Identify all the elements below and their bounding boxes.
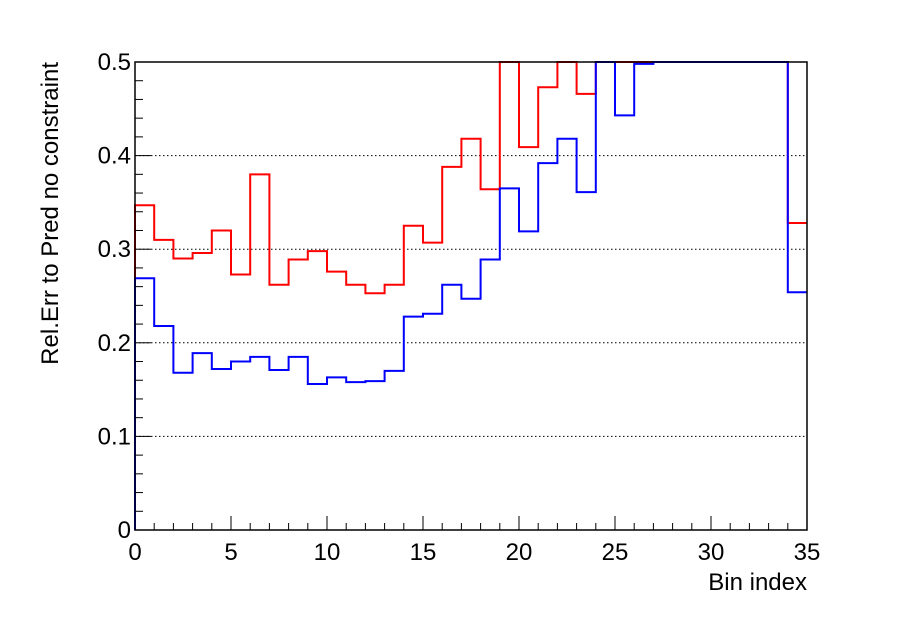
- x-tick-label: 15: [410, 539, 437, 566]
- y-axis-title: Rel.Err to Pred no constraint: [37, 62, 64, 365]
- x-tick-label: 5: [224, 539, 237, 566]
- x-tick-label: 30: [698, 539, 725, 566]
- x-tick-label: 10: [314, 539, 341, 566]
- plot-frame: [134, 61, 808, 531]
- x-tick-label: 25: [602, 539, 629, 566]
- y-tick-label: 0.3: [98, 236, 131, 263]
- y-tick-label: 0.2: [98, 330, 131, 357]
- grid: [135, 155, 807, 437]
- tick-labels: 0 5 10 15 20 25 30 35 0 0.1 0.2 0.3 0.4 0.5: [98, 49, 821, 566]
- y-tick-label: 0.1: [98, 423, 131, 450]
- y-tick-label: 0.4: [98, 143, 131, 170]
- x-tick-label: 35: [794, 539, 821, 566]
- y-tick-label: 0.5: [98, 49, 131, 76]
- x-tick-label: 0: [128, 539, 141, 566]
- y-tick-label: 0: [118, 517, 131, 544]
- series-line-2: [134, 61, 807, 530]
- x-axis-title: Bin index: [708, 569, 807, 596]
- x-tick-label: 20: [506, 539, 533, 566]
